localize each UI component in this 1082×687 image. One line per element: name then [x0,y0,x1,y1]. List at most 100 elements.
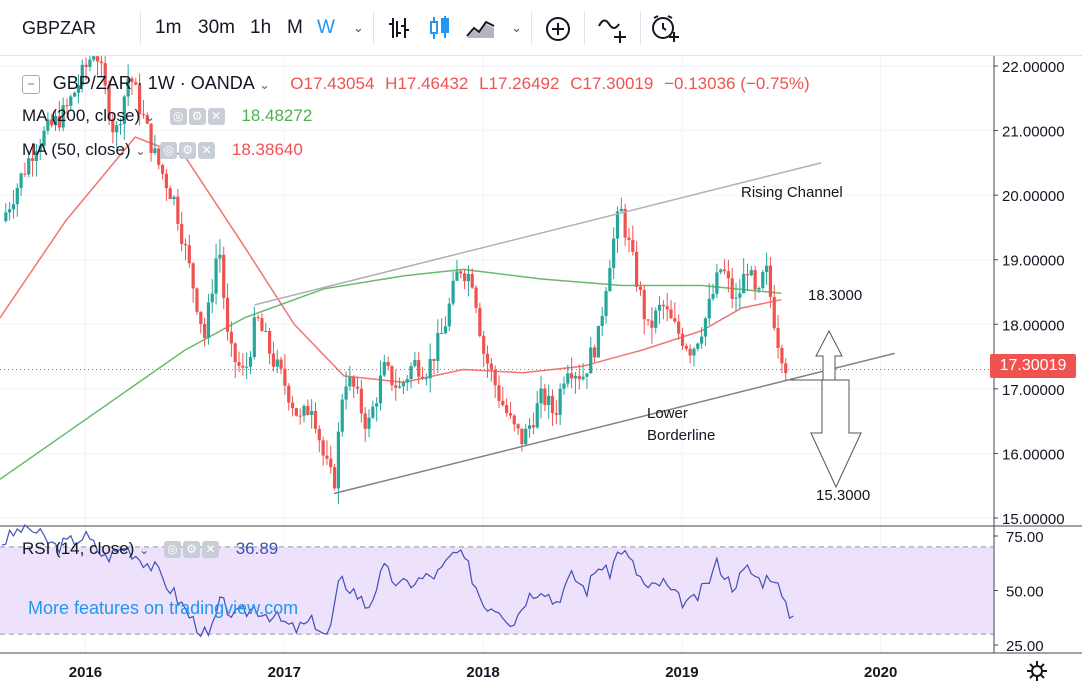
visibility-eye-icon[interactable]: ◎ [163,541,181,559]
channel-upper-line [254,162,822,306]
interval-week[interactable]: W [317,17,335,38]
interval-1h[interactable]: 1h [250,17,272,38]
candle-body [141,114,146,116]
indicators-icon[interactable] [598,14,630,44]
compare-add-icon[interactable] [545,16,571,42]
candle-body [627,237,631,240]
candle-body [646,319,650,321]
rsi-dropdown-icon[interactable]: ⌄ [139,543,150,557]
candle-body [382,362,386,376]
candle-body [46,119,50,131]
candle-body [332,467,337,489]
candle-body [73,92,77,97]
candle-body [19,173,23,188]
time-tick-label: 2017 [268,664,301,681]
chart-canvas[interactable]: 15.00000 16.00000 17.00000 18.00000 19.00000… [0,56,1082,687]
candle-body [23,173,27,175]
candle-body [321,440,325,456]
candle-body [531,425,535,428]
ma200-legend[interactable]: MA (200, close) ⌄ ◎ ⚙ ✕ 18.48272 [22,106,312,126]
candle-body [413,360,417,367]
candle-body [386,362,390,367]
candle-body [768,265,773,297]
candle-body [711,293,715,299]
candle-body [512,415,516,425]
settings-gear-icon[interactable]: ⚙ [179,142,197,160]
tradingview-watermark[interactable]: More features on tradingview.com [28,598,299,618]
candle-body [753,270,757,290]
candle-body [547,395,551,405]
candle-body [432,358,436,361]
symbol-dropdown-icon[interactable]: ⌄ [259,78,270,92]
candle-body [642,289,646,320]
visibility-eye-icon[interactable]: ◎ [160,142,178,160]
candle-body [348,377,352,387]
interval-1m[interactable]: 1m [155,17,182,38]
collapse-legend-icon[interactable]: − [22,75,40,95]
candle-body [38,145,42,152]
candle-body [417,360,421,377]
annotation-target-up: 18.3000 [808,287,863,304]
arrow-down-target [810,379,862,489]
symbol-title[interactable]: GBP/ZAR · 1W · OANDA [52,73,255,93]
candle-body [615,211,620,239]
candle-body [485,353,490,364]
candle-body [203,323,207,338]
candle-body [784,363,788,374]
alert-clock-icon[interactable] [650,14,682,44]
main-legend: − GBP/ZAR · 1W · OANDA ⌄ O17.43054 H17.4… [22,73,810,95]
candle-body [520,428,524,445]
interval-dropdown-icon[interactable]: ⌄ [353,20,364,35]
candle-body [719,269,723,273]
ma200-line [0,268,782,480]
settings-gear-icon[interactable]: ⚙ [182,541,200,559]
candle-body [145,115,149,124]
candle-body [191,263,195,289]
candle-body [4,212,8,221]
candle-body [397,386,402,388]
area-chart-type-icon[interactable] [466,16,496,40]
candle-body [325,455,329,459]
remove-close-icon[interactable]: ✕ [201,541,219,559]
candle-body [592,347,597,358]
interval-30m[interactable]: 30m [198,17,235,38]
candle-body [478,307,482,336]
bar-chart-type-icon[interactable] [387,16,411,40]
visibility-eye-icon[interactable]: ◎ [169,108,187,126]
candle-body [363,413,367,429]
candle-body [665,306,669,310]
symbol-search[interactable]: GBPZAR [22,18,97,38]
candle-body [573,375,578,379]
interval-month[interactable]: M [287,17,303,38]
settings-gear-icon[interactable] [1026,660,1048,682]
candle-body [168,188,172,200]
price-tick-label: 15.00000 [1002,511,1065,528]
chart-type-dropdown-icon[interactable]: ⌄ [511,20,522,35]
candle-body [680,333,685,346]
ma50-legend[interactable]: MA (50, close) ⌄ ◎ ⚙ ✕ 18.38640 [22,140,303,160]
candle-body [8,209,12,213]
candle-body [638,286,643,290]
candle-body [130,78,134,83]
candle-body [99,61,103,64]
rsi-legend[interactable]: RSI (14, close) ⌄ ◎ ⚙ ✕ 36.89 [22,539,278,559]
candle-body [264,331,268,333]
remove-close-icon[interactable]: ✕ [198,142,216,160]
candle-body [210,293,214,303]
settings-gear-icon[interactable]: ⚙ [188,108,206,126]
ma50-dropdown-icon[interactable]: ⌄ [135,144,146,158]
ma200-dropdown-icon[interactable]: ⌄ [144,110,155,124]
candle-body [554,413,558,415]
rsi-band [0,546,994,635]
remove-close-icon[interactable]: ✕ [207,108,225,126]
candle-body [696,343,700,349]
candle-body [115,125,119,133]
candle-body [455,271,459,281]
candle-body [742,273,746,294]
candle-body [635,251,639,287]
candle-body [352,377,356,387]
candle-body [508,413,513,416]
candles-chart-type-icon[interactable] [428,16,452,40]
annotation-lower: Lower [647,405,688,422]
candle-body [780,347,784,364]
